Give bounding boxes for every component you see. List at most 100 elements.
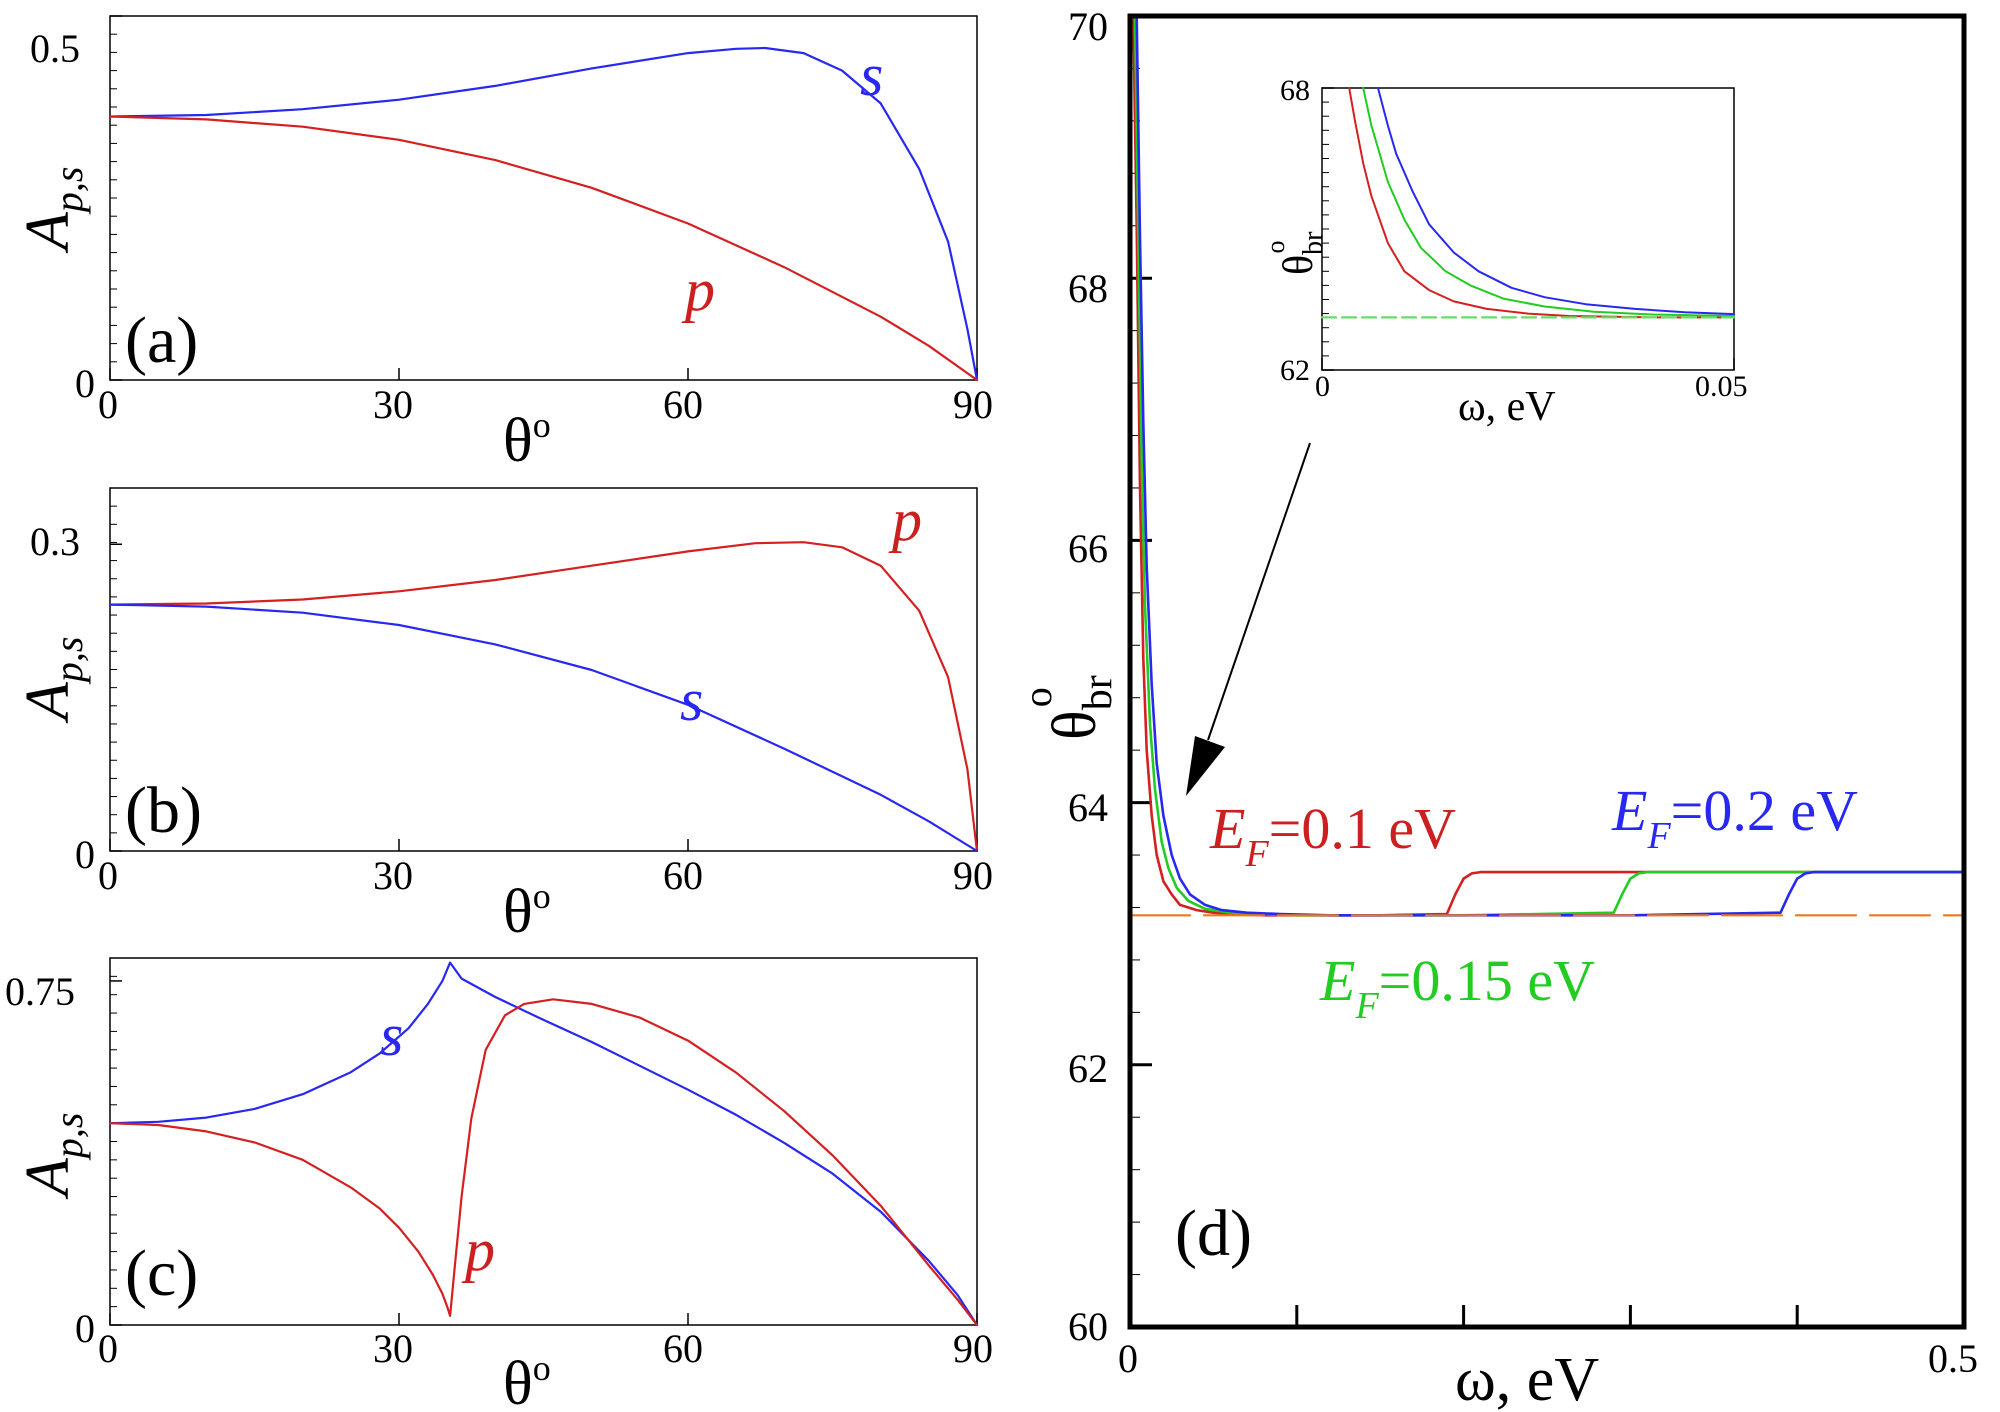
inset-xlabel: ω, eV — [1458, 384, 1556, 430]
inset-arrow-head — [1186, 736, 1225, 796]
panel-b-xtick-30: 30 — [373, 853, 413, 898]
panel-a-ylabel-sub: p,s — [46, 167, 91, 216]
panel-b-xlabel: θo — [503, 876, 551, 946]
panel-inset-series-e-f-0-2-ev — [1377, 87, 1735, 316]
panel-d-label: (d) — [1175, 1197, 1252, 1270]
inset-ylabel-theta: θ — [1276, 255, 1322, 275]
inset-xtick-005: 0.05 — [1695, 370, 1748, 403]
panel-c-ylabel-sub: p,s — [46, 1113, 91, 1162]
panel-c-xlabel: θo — [503, 1348, 551, 1412]
panel-a-ylabel-A: A — [14, 211, 82, 254]
label-ef-015: EF=0.15 eV — [1319, 948, 1595, 1027]
panel-a-xtick-30: 30 — [373, 382, 413, 427]
inset-ytick-68: 68 — [1280, 74, 1310, 107]
inset-xtick-0: 0 — [1315, 370, 1330, 403]
panel-c-series-s — [108, 961, 979, 1327]
label-ef-015-E: E — [1319, 948, 1355, 1013]
panel-b-xlabel-theta: θ — [503, 878, 533, 946]
panel-d-ylabel-text: θbro — [1015, 675, 1121, 740]
panel-d-series-e-f-0-2-ev — [1135, 14, 1966, 917]
panel-c-frame — [109, 957, 978, 1326]
panel-c-ytick-0: 0 — [75, 1306, 95, 1351]
panel-d-ytick-60: 60 — [1068, 1304, 1108, 1349]
panel-b-ytick-03: 0.3 — [30, 519, 80, 564]
label-ef-01: EF=0.1 eV — [1209, 796, 1456, 875]
panel-a-ylabel: Ap,s — [14, 167, 91, 254]
panel-c-ylabel: Ap,s — [14, 1113, 91, 1200]
inset-ytick-62: 62 — [1280, 354, 1310, 387]
panel-d-xtick-0: 0 — [1118, 1336, 1138, 1381]
panel-c-curve-label-p: p — [461, 1217, 495, 1283]
inset-curves — [1320, 87, 1736, 319]
panel-c-ticks — [109, 975, 978, 1326]
panel-b-frame — [109, 487, 978, 852]
panel-b-ylabel: Ap,s — [14, 637, 91, 724]
inset-ylabel-sup: o — [1261, 241, 1290, 254]
panel-a-series-s — [108, 46, 979, 382]
panel-a-series-p — [108, 115, 979, 382]
panel-a-ticks — [109, 15, 978, 381]
panel-b-curve-label-p: p — [888, 487, 922, 553]
inset-arrow-line — [1207, 442, 1311, 741]
panel-a-xtick-0: 0 — [98, 382, 118, 427]
panel-a-xtick-90: 90 — [953, 382, 993, 427]
panel-c-curve-label-s: s — [380, 1002, 403, 1068]
inset-ticks — [1321, 87, 1735, 371]
panel-c-xtick-30: 30 — [373, 1326, 413, 1371]
panel-d-frame — [1127, 13, 1967, 1330]
panel-d-ytick-70: 70 — [1068, 4, 1108, 49]
panel-a-curve-label-p: p — [681, 257, 715, 323]
panel-b-xlabel-deg: o — [533, 876, 551, 916]
panel-b-curve-label-s: s — [680, 667, 703, 733]
panel-a-curve-label-s: s — [860, 42, 883, 108]
panel-a-frame — [109, 15, 978, 381]
panel-a-label: (a) — [125, 304, 198, 377]
panel-c-curves — [108, 961, 979, 1327]
panel-d-ylabel-sub: br — [1075, 675, 1121, 710]
label-ef-01-E: E — [1209, 796, 1245, 861]
label-ef-02-E: E — [1611, 778, 1647, 843]
panel-a: 0 0.5 0 30 60 90 θo Ap,s (a) s p — [14, 15, 993, 475]
panel-d-series-e-f-0-1-ev — [1132, 14, 1966, 917]
panel-b-ylabel-A: A — [14, 681, 82, 724]
panel-a-ytick-0: 0 — [75, 361, 95, 406]
panel-b-series-s — [108, 603, 979, 853]
panel-b-ylabel-sub: p,s — [46, 637, 91, 686]
panel-d-ytick-64: 64 — [1068, 785, 1108, 830]
panel-b-series-p — [108, 541, 979, 853]
panel-inset-series-e-f-0-1-ev — [1348, 87, 1735, 319]
panel-c-xtick-90: 90 — [953, 1326, 993, 1371]
inset-chart: 68 62 0 0.05 ω, eV θbro — [1261, 74, 1748, 430]
panel-c-xtick-60: 60 — [663, 1326, 703, 1371]
panel-d-ylabel: θbro — [1015, 675, 1121, 740]
panel-d-xlabel: ω, eV — [1455, 1346, 1599, 1412]
panel-c-ytick-075: 0.75 — [5, 969, 75, 1014]
inset-ylabel-sub: br — [1298, 231, 1329, 255]
panel-c-xlabel-theta: θ — [503, 1350, 533, 1412]
panel-d-ylabel-theta: θ — [1041, 710, 1109, 740]
panel-d-ytick-68: 68 — [1068, 266, 1108, 311]
label-ef-015-val: =0.15 eV — [1379, 948, 1595, 1013]
panel-d-xtick-05: 0.5 — [1928, 1336, 1978, 1381]
panel-b-curves — [108, 541, 979, 853]
panel-b-ylabel-text: Ap,s — [14, 637, 91, 724]
panel-a-xlabel: θo — [503, 405, 551, 475]
panel-d: 60 62 64 66 68 70 0 0.5 ω, eV θbro (d) E… — [1015, 4, 1978, 1412]
panel-d-ytick-62: 62 — [1068, 1046, 1108, 1091]
label-ef-02-sub: F — [1646, 815, 1671, 857]
panel-d-series-e-f-0-15-ev — [1133, 14, 1966, 917]
panel-c-label: (c) — [125, 1237, 198, 1310]
panel-c-ylabel-text: Ap,s — [14, 1113, 91, 1200]
panel-a-ylabel-text: Ap,s — [14, 167, 91, 254]
panel-b-ytick-0: 0 — [75, 832, 95, 877]
panel-b-ticks — [109, 505, 978, 852]
panel-c-series-p — [108, 998, 979, 1327]
label-ef-02-val: =0.2 eV — [1671, 778, 1858, 843]
label-ef-01-val: =0.1 eV — [1269, 796, 1456, 861]
panel-b-xtick-0: 0 — [98, 853, 118, 898]
panel-a-xlabel-theta: θ — [503, 407, 533, 475]
panel-c-xtick-0: 0 — [98, 1326, 118, 1371]
panel-c: 0 0.75 0 30 60 90 θo Ap,s (c) s p — [5, 957, 993, 1412]
panel-b-label: (b) — [125, 774, 202, 847]
